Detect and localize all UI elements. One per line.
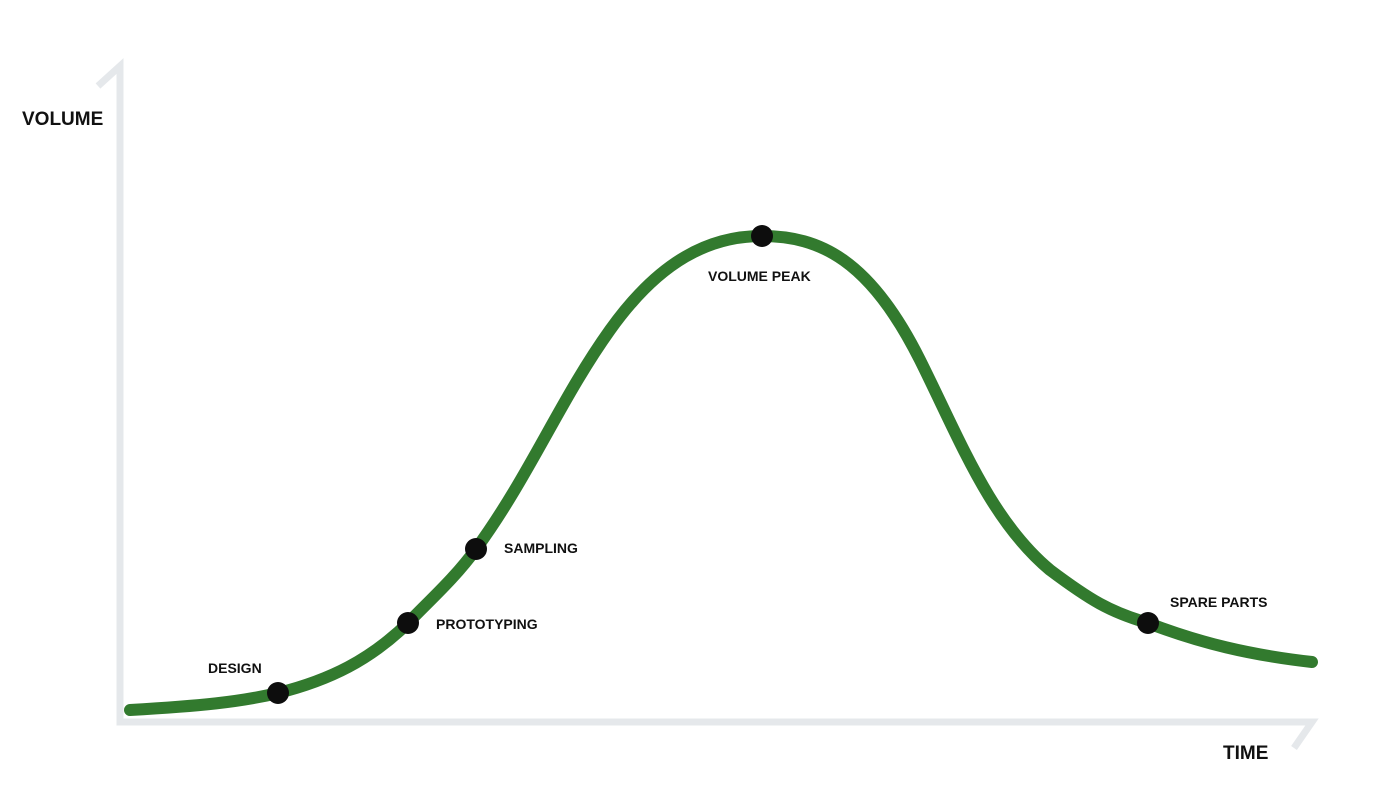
stage-label: PROTOTYPING <box>436 616 538 632</box>
axes <box>95 58 1319 750</box>
stage-dot <box>267 682 289 704</box>
stage-dot <box>1137 612 1159 634</box>
stage-label: DESIGN <box>208 660 262 676</box>
stage-label: SPARE PARTS <box>1170 594 1268 610</box>
y-axis-label: VOLUME <box>22 109 103 130</box>
stage-label: SAMPLING <box>504 540 578 556</box>
lifecycle-curve <box>124 229 1318 716</box>
stage-dot <box>751 225 773 247</box>
stage-label: VOLUME PEAK <box>708 268 811 284</box>
x-axis-label: TIME <box>1223 743 1268 764</box>
stage-dot <box>465 538 487 560</box>
stage-dot <box>397 612 419 634</box>
